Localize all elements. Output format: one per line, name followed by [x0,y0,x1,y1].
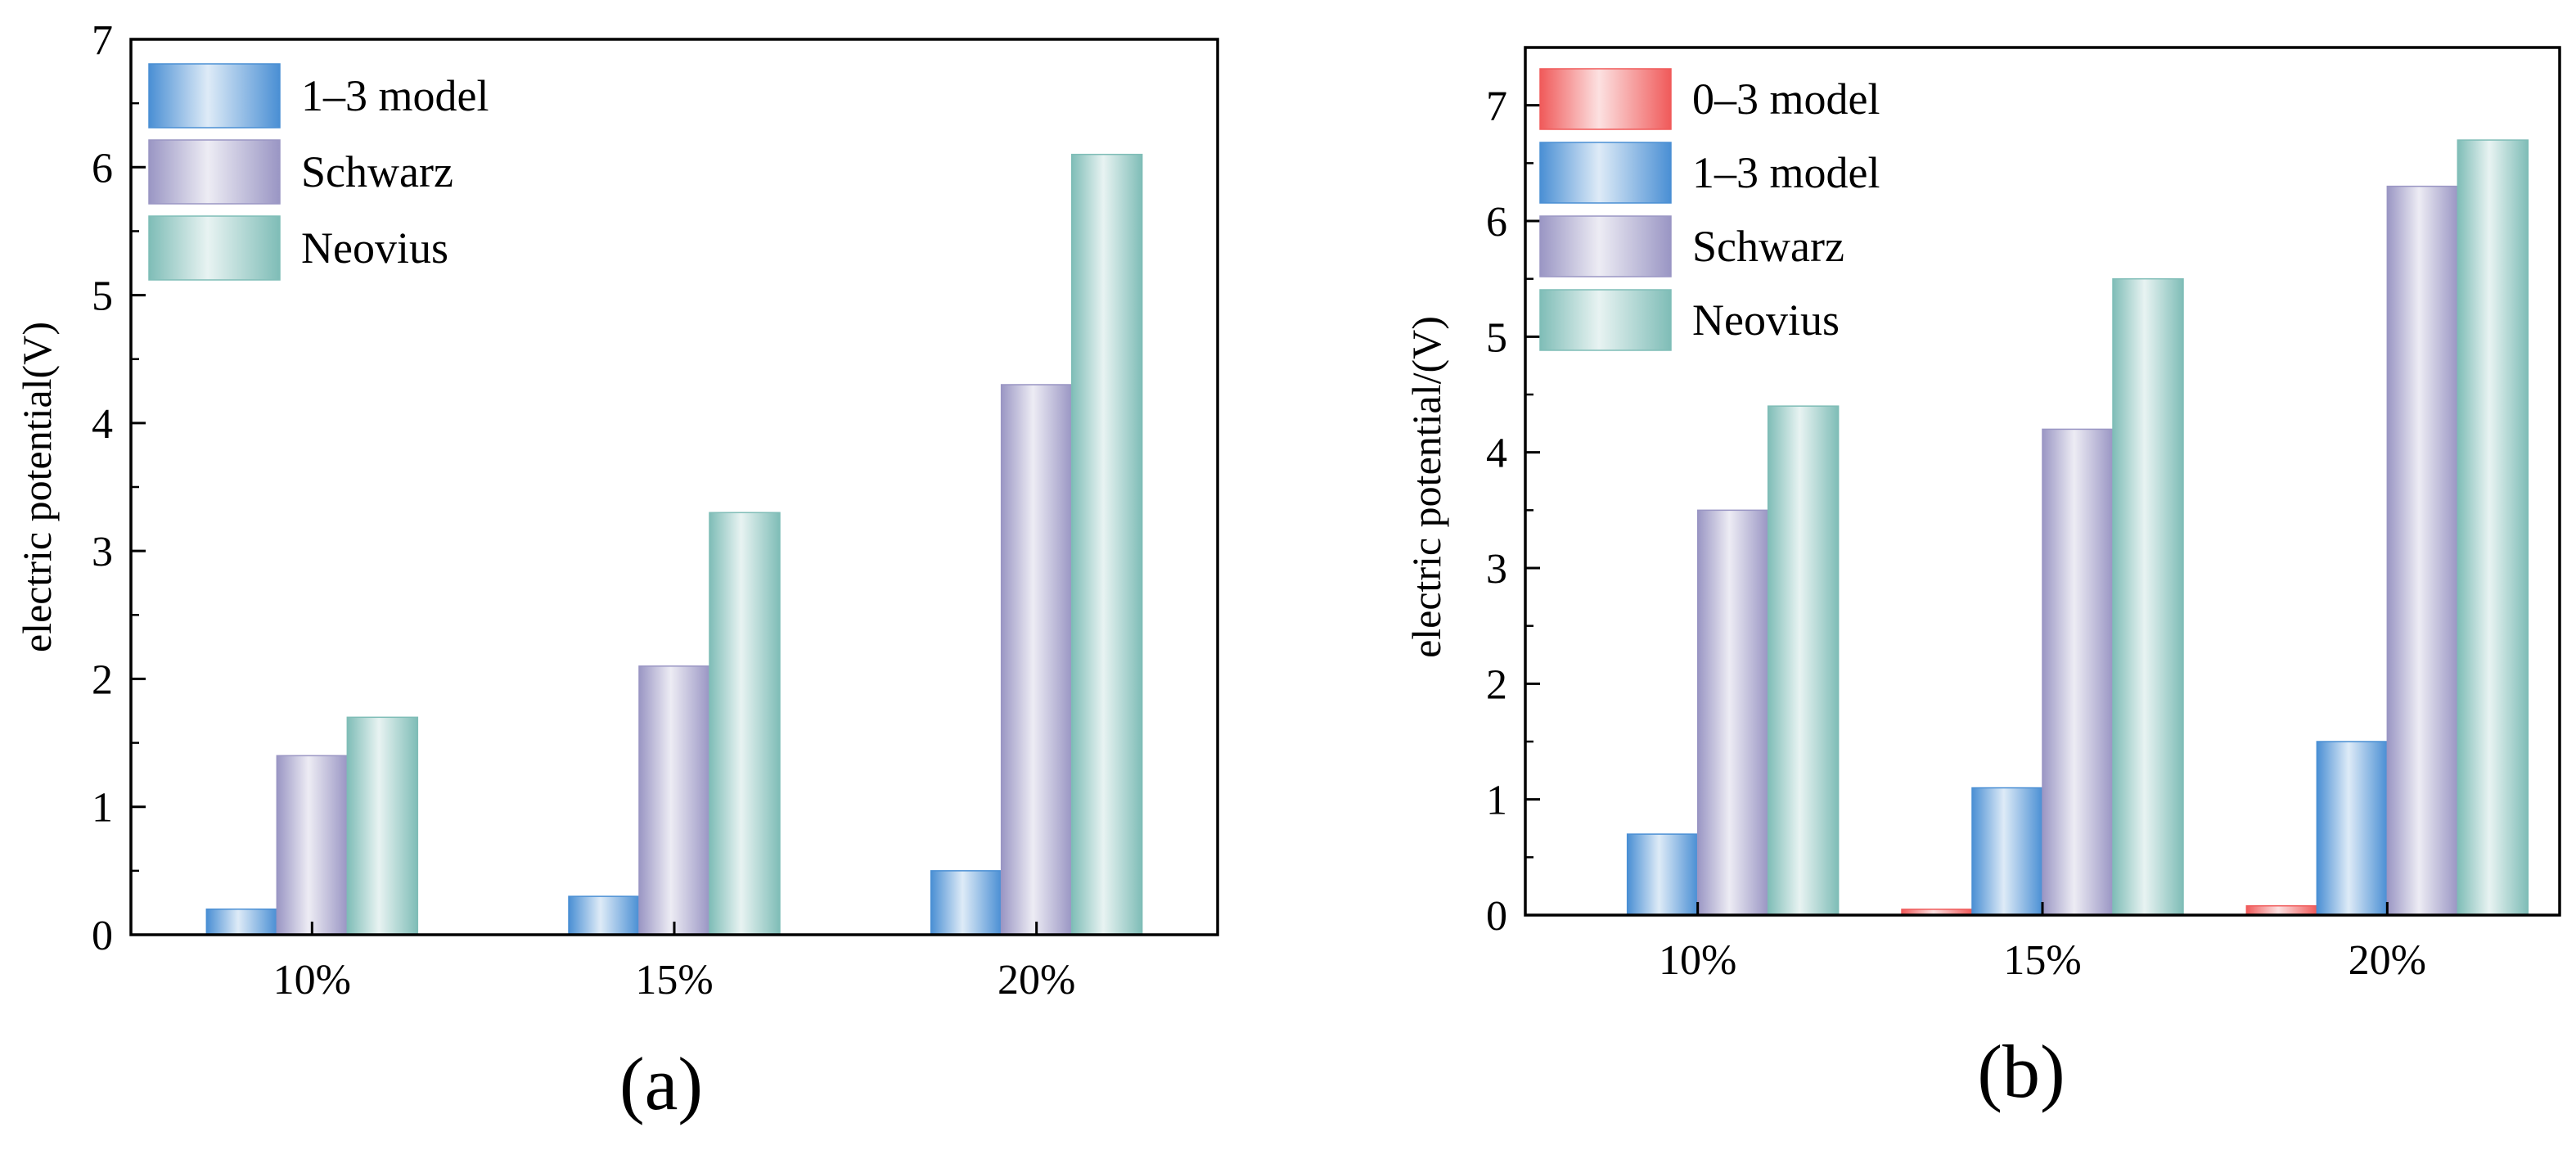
legend-label-1-3-model: 1–3 model [301,71,489,120]
bar-1-3-model-20 [2316,741,2389,916]
y-tick-label: 4 [92,401,113,448]
y-tick-label: 7 [1486,83,1507,130]
y-tick-label: 6 [1486,199,1507,246]
y-axis-label-b: electric potential/(V) [1403,316,1449,658]
bar-neovius-15 [709,512,781,936]
bar-neovius-10 [346,716,419,936]
y-tick-label: 7 [92,17,113,64]
legend-label-schwarz: Schwarz [1692,222,1844,271]
legend-label-1-3-model: 1–3 model [1692,148,1880,197]
bar-schwarz-10 [276,755,349,936]
x-tick-label: 10% [1659,937,1736,984]
legend-label-neovius: Neovius [301,223,448,273]
bar-1-3-model-10 [205,908,278,936]
bar-1-3-model-20 [930,870,1002,936]
legend-label-neovius: Neovius [1692,295,1840,345]
y-tick-label: 1 [1486,778,1507,824]
bar-schwarz-20 [1000,384,1073,936]
x-ticks-a: 10% 15% 20% [273,922,1075,1003]
y-tick-label: 6 [92,145,113,192]
legend-a: 1–3 model Schwarz Neovius [148,63,489,281]
y-tick-label: 2 [1486,661,1507,708]
legend-swatch-schwarz [148,139,281,205]
y-tick-label: 3 [1486,546,1507,593]
bar-neovius-20 [1070,153,1143,936]
legend-swatch-neovius [1539,289,1672,351]
bar-neovius-10 [1767,405,1840,916]
legend-label-schwarz: Schwarz [301,147,453,196]
bar-neovius-20 [2457,139,2529,916]
legend-swatch-1-3-model [148,63,281,129]
legend-label-0-3-model: 0–3 model [1692,74,1880,124]
bar-1-3-model-10 [1626,833,1699,916]
chart-panel-a: 0 1 2 3 4 5 6 7 10% 15% 20% 1–3 model Schwarz Neovi… [14,17,1219,1125]
bar-schwarz-10 [1696,509,1769,916]
legend-swatch-neovius [148,215,281,281]
bar-neovius-15 [2112,277,2184,916]
bars-group-a [205,153,1143,936]
chart-panel-b: 0 1 2 3 4 5 6 7 10% 15% 20% 0–3 model 1–3 model Sch… [1403,46,2561,1113]
y-axis-label-a: electric potential(V) [14,322,60,652]
bar-1-3-model-15 [1971,787,2043,916]
legend-b: 0–3 model 1–3 model Schwarz Neovius [1539,68,1880,351]
bar-schwarz-15 [638,665,710,936]
legend-swatch-0-3-model [1539,68,1672,130]
y-tick-label: 1 [92,785,113,832]
x-tick-label: 20% [998,957,1075,1003]
y-tick-label: 5 [92,273,113,320]
y-tick-label: 0 [1486,893,1507,940]
bar-1-3-model-15 [568,895,640,936]
y-tick-label: 3 [92,529,113,575]
bar-schwarz-15 [2042,428,2114,916]
legend-swatch-1-3-model [1539,142,1672,204]
y-ticks-a: 0 1 2 3 4 5 6 7 [92,17,146,959]
x-tick-label: 15% [635,957,713,1003]
x-ticks-b: 10% 15% 20% [1659,902,2426,984]
y-tick-label: 2 [92,656,113,703]
bar-schwarz-20 [2386,185,2459,916]
y-tick-label: 0 [92,913,113,959]
legend-swatch-schwarz [1539,215,1672,277]
panel-label-b: (b) [1977,1030,2065,1113]
y-tick-label: 5 [1486,314,1507,361]
x-tick-label: 20% [2349,937,2426,984]
y-ticks-b: 0 1 2 3 4 5 6 7 [1486,46,1540,940]
y-tick-label: 4 [1486,431,1507,477]
x-tick-label: 15% [2003,937,2081,984]
panel-label-a: (a) [619,1042,703,1125]
bars-group-b [1626,139,2529,916]
x-tick-label: 10% [273,957,351,1003]
